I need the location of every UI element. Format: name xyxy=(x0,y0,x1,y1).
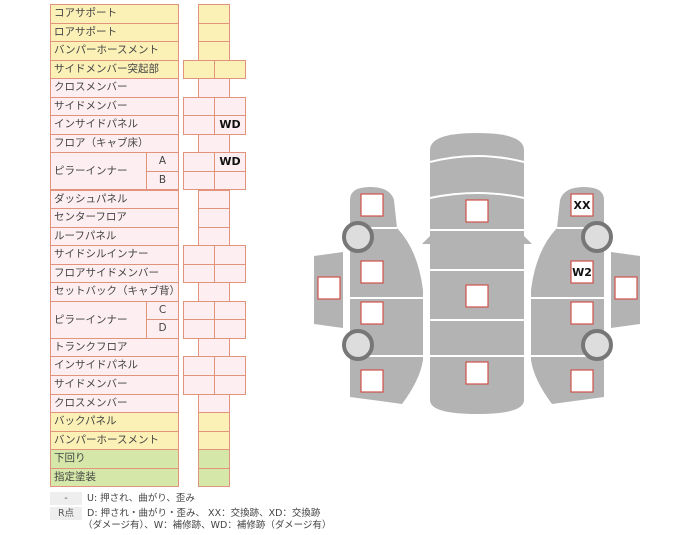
mark-right-rear-fender[interactable] xyxy=(570,369,594,393)
roof-body xyxy=(430,133,524,414)
row-label: ピラーインナー xyxy=(50,152,147,191)
mark-left-front-fender[interactable] xyxy=(360,193,384,217)
mark-left-rear-door[interactable] xyxy=(360,301,384,325)
wheel-icon xyxy=(581,221,613,253)
wheel-icon xyxy=(581,329,613,361)
mark-right-front-fender[interactable] xyxy=(570,193,594,217)
row-label: サイドメンバー xyxy=(50,96,179,117)
row-label: クロスメンバー xyxy=(50,78,179,98)
mark-right-side[interactable] xyxy=(614,276,638,300)
legend-text-d: D: 押され・曲がり・歪み、 XX：交換跡、XD：交換跡 xyxy=(87,508,321,519)
mark-label-w2: W2 xyxy=(572,266,592,279)
legend-text-u: U: 押され、曲がり、歪み xyxy=(87,493,195,504)
mark-label-xx: XX xyxy=(574,199,591,212)
mark-trunk[interactable] xyxy=(465,361,489,385)
row-label: サイドメンバー突起部 xyxy=(50,59,179,80)
cell-right[interactable] xyxy=(214,375,246,395)
wheel-icon xyxy=(342,221,374,253)
row-label: ダッシュパネル xyxy=(50,189,179,210)
row-label: インサイドパネル xyxy=(50,356,179,376)
cell-right[interactable]: WD xyxy=(214,115,246,135)
cell-right[interactable] xyxy=(214,263,246,284)
cell-right[interactable] xyxy=(214,59,246,80)
mark-left-front-door[interactable] xyxy=(360,260,384,284)
mark-left-side[interactable] xyxy=(317,276,341,300)
row-label: サイドシルインナー xyxy=(50,245,179,265)
row-label: ピラーインナー xyxy=(50,300,147,339)
legend-key-r: R点 xyxy=(50,507,82,520)
mark-right-front-door[interactable] xyxy=(570,260,594,284)
row-label: インサイドパネル xyxy=(50,115,179,135)
mark-right-rear-door[interactable] xyxy=(570,301,594,325)
legend-text-d2: （ダメージ有）、W：補修跡、WD：補修跡（ダメージ有） xyxy=(83,520,332,531)
row-label: 指定塗装 xyxy=(50,467,179,488)
wheels xyxy=(342,221,613,361)
row-label: フロア（キャブ床） xyxy=(50,133,179,154)
cell-right[interactable] xyxy=(214,170,246,191)
pillar-arrow-right xyxy=(524,236,532,244)
mark-roof[interactable] xyxy=(465,284,489,308)
mark-hood[interactable] xyxy=(465,199,489,223)
cell[interactable] xyxy=(198,467,230,488)
pillar-arrow-left xyxy=(422,236,430,244)
legend-key-dash: - xyxy=(50,492,82,505)
cell-right[interactable] xyxy=(214,319,246,339)
row-label: バンパーホースメント xyxy=(50,41,179,61)
mark-left-rear-fender[interactable] xyxy=(360,369,384,393)
wheel-icon xyxy=(342,329,374,361)
